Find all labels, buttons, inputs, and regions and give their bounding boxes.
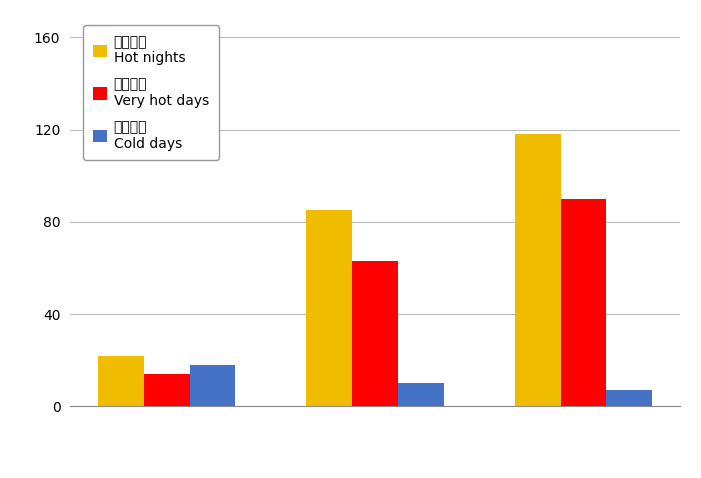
Bar [98,356,144,406]
Bar [515,134,561,406]
Bar [606,390,652,406]
Bar [561,199,606,406]
Bar [144,374,189,406]
Bar [306,210,352,406]
Bar [398,383,444,406]
Legend: 熱夜數目
Hot nights, 酷熱日數
Very hot days, 寒冷日數
Cold days: 熱夜數目 Hot nights, 酷熱日數 Very hot days, 寒冷日… [83,25,219,160]
Bar [189,365,236,406]
Bar [352,261,398,406]
